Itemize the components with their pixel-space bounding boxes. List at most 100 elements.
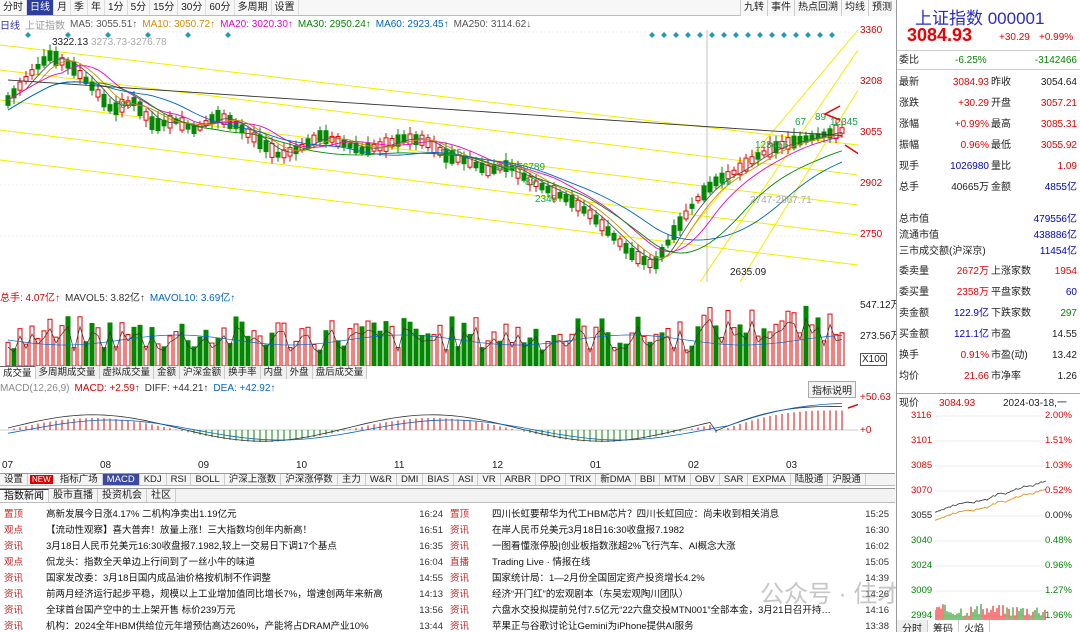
news-title[interactable]: 【流动性观察】喜大普奔！放量上涨！三大指数均创年内新高！: [46, 525, 313, 536]
news-item[interactable]: 资讯 经济“开门红”的宏观剧本（东吴宏观陶川团队） 14:26: [450, 587, 895, 603]
indicator-tab[interactable]: TRIX: [566, 474, 597, 485]
indicator-tab[interactable]: W&R: [366, 474, 397, 485]
news-item[interactable]: 置顶 四川长虹要帮华为代工HBM芯片？四川长虹回应：尚未收到相关消息 15:25: [450, 507, 895, 523]
indicator-tab[interactable]: 主力: [338, 474, 366, 485]
period-tab[interactable]: 年: [88, 0, 105, 15]
indicator-tab[interactable]: 设置: [0, 474, 29, 485]
news-item[interactable]: 资讯 国家发改委：3月18日国内成品油价格按机制不作调整 14:55: [4, 571, 449, 587]
news-title[interactable]: 国家统计局：1—2月份全国固定资产投资增长4.2%: [492, 573, 705, 584]
indicator-tab[interactable]: DMI: [397, 474, 424, 485]
news-title[interactable]: 侃龙头：指数全天单边上行间到了一丝小牛的味道: [46, 557, 256, 568]
news-title[interactable]: 前两月经济运行起步平稳，规模以上工业增加值同比增长7%，增速创两年来新高: [46, 589, 383, 600]
period-tab[interactable]: 30分: [178, 0, 207, 15]
news-title[interactable]: 四川长虹要帮华为代工HBM芯片？四川长虹回应：尚未收到相关消息: [492, 509, 780, 520]
volume-bar: [65, 316, 71, 366]
tool-button[interactable]: 热点回溯: [794, 0, 841, 16]
news-title[interactable]: 苹果正与谷歌讨论让Gemini为iPhone提供AI服务: [492, 621, 694, 632]
indicator-tab[interactable]: EXPMA: [748, 474, 791, 485]
news-tab[interactable]: 社区: [147, 489, 176, 502]
quote-bottom-tab[interactable]: 分时: [897, 620, 928, 632]
indicator-tab[interactable]: VR: [478, 474, 501, 485]
volume-tab[interactable]: 成交量: [0, 366, 36, 379]
volume-tab[interactable]: 沪深金额: [180, 366, 226, 379]
period-tab[interactable]: 日线: [27, 0, 54, 15]
intraday-pct-label: 1.27%: [1045, 585, 1072, 596]
indicator-tab[interactable]: MTM: [660, 474, 691, 485]
intraday-chart[interactable]: [935, 412, 1047, 620]
volume-chart[interactable]: [0, 300, 858, 366]
quote-bottom-tab[interactable]: 筹码: [928, 620, 959, 632]
indicator-tab[interactable]: SAR: [720, 474, 749, 485]
news-title[interactable]: 六盘水交投拟提前兑付7.5亿元“22六盘交投MTN001”全部本金，3月21日召…: [492, 605, 831, 616]
indicator-tab[interactable]: 指标广场: [56, 474, 103, 485]
quote-bottom-tab[interactable]: 火焰: [959, 620, 990, 632]
period-tab[interactable]: 月: [54, 0, 71, 15]
period-tab[interactable]: 季: [71, 0, 88, 15]
volume-tab[interactable]: 盘后成交量: [312, 366, 368, 379]
indicator-tab[interactable]: BIAS: [423, 474, 455, 485]
news-title[interactable]: 国家发改委：3月18日国内成品油价格按机制不作调整: [46, 573, 271, 584]
news-item[interactable]: 资讯 在岸人民币兑美元3月18日16:30收盘报7.1982 16:30: [450, 523, 895, 539]
indicator-tab[interactable]: 新DMA: [596, 474, 636, 485]
news-title[interactable]: 在岸人民币兑美元3月18日16:30收盘报7.1982: [492, 525, 685, 536]
indicator-tab[interactable]: BOLL: [191, 474, 225, 485]
tool-button[interactable]: 预测: [868, 0, 895, 16]
indicator-tab[interactable]: RSI: [167, 474, 192, 485]
market-cap-row: 总市值 479556亿: [897, 212, 1080, 228]
volume-tab[interactable]: 金额: [154, 366, 181, 379]
news-tab[interactable]: 投资机会: [98, 489, 147, 502]
indicator-tab[interactable]: KDJ: [140, 474, 167, 485]
news-item[interactable]: 资讯 前两月经济运行起步平稳，规模以上工业增加值同比增长7%，增速创两年来新高 14…: [4, 587, 449, 603]
period-tab[interactable]: 设置: [272, 0, 299, 15]
tool-button[interactable]: 均线: [841, 0, 868, 16]
indicator-tab[interactable]: OBV: [691, 474, 720, 485]
indicator-help-button[interactable]: 指标说明: [808, 381, 856, 398]
volume-tab[interactable]: 换手率: [225, 366, 261, 379]
indicator-tab[interactable]: DPO: [536, 474, 566, 485]
news-title[interactable]: 机构：2024全年HBM供给位元年增预估高达260%，产能将占DRAM产业10%: [46, 621, 369, 632]
volume-tab[interactable]: 多周期成交量: [35, 366, 100, 379]
news-title[interactable]: 全球首台国产空中的士上架开售 标价239万元: [46, 605, 236, 616]
period-tab[interactable]: 5分: [128, 0, 151, 15]
volume-tab[interactable]: 内盘: [260, 366, 287, 379]
news-item[interactable]: 观点 侃龙头：指数全天单边上行间到了一丝小牛的味道 16:04: [4, 555, 449, 571]
news-item[interactable]: 直播 Trading Live · 情报在线 15:05: [450, 555, 895, 571]
kline-chart[interactable]: 7892345891234567892345891234566789123456: [0, 30, 858, 282]
macd-chart[interactable]: [0, 393, 858, 459]
news-item[interactable]: 观点 【流动性观察】喜大普奔！放量上涨！三大指数均创年内新高！ 16:51: [4, 523, 449, 539]
news-item[interactable]: 资讯 一图看懂涨停股|创业板指数涨超2%飞行汽车、AI概念大涨 16:02: [450, 539, 895, 555]
period-tab[interactable]: 60分: [206, 0, 235, 15]
period-tab[interactable]: 多周期: [235, 0, 272, 15]
news-item[interactable]: 资讯 苹果正与谷歌讨论让Gemini为iPhone提供AI服务 13:38: [450, 619, 895, 632]
news-item[interactable]: 资讯 国家统计局：1—2月份全国固定资产投资增长4.2% 14:39: [450, 571, 895, 587]
news-tag: 资讯: [450, 605, 470, 616]
news-item[interactable]: 资讯 机构：2024全年HBM供给位元年增预估高达260%，产能将占DRAM产业1…: [4, 619, 449, 632]
news-title[interactable]: 高新发展今日涨4.17% 二机构净卖出1.19亿元: [46, 509, 237, 520]
volume-tab[interactable]: 虚拟成交量: [99, 366, 155, 379]
indicator-tab[interactable]: 沪深涨停数: [281, 474, 338, 485]
indicator-tab[interactable]: MACD: [102, 474, 140, 485]
tool-button[interactable]: 事件: [767, 0, 794, 16]
period-tab[interactable]: 分时: [0, 0, 27, 15]
news-title[interactable]: Trading Live · 情报在线: [492, 557, 591, 568]
news-item[interactable]: 资讯 六盘水交投拟提前兑付7.5亿元“22六盘交投MTN001”全部本金，3月21…: [450, 603, 895, 619]
indicator-tab[interactable]: ASI: [454, 474, 479, 485]
news-item[interactable]: 资讯 全球首台国产空中的士上架开售 标价239万元 13:56: [4, 603, 449, 619]
news-title[interactable]: 3月18日人民币兑美元16:30收盘报7.1982,较上一交易日下调17个基点: [46, 541, 337, 552]
news-title[interactable]: 经济“开门红”的宏观剧本（东吴宏观陶川团队）: [492, 589, 689, 600]
news-item[interactable]: 置顶 高新发展今日涨4.17% 二机构净卖出1.19亿元 16:24: [4, 507, 449, 523]
indicator-tab[interactable]: BBI: [636, 474, 661, 485]
indicator-tab[interactable]: ARBR: [501, 474, 536, 485]
period-tab[interactable]: 15分: [150, 0, 179, 15]
news-tab[interactable]: 指数新闻: [0, 489, 49, 502]
news-tab[interactable]: 股市直播: [49, 489, 98, 502]
indicator-tab[interactable]: 沪深上涨数: [225, 474, 282, 485]
indicator-tab[interactable]: 沪股通: [828, 474, 866, 485]
period-tab[interactable]: 1分: [105, 0, 128, 15]
tool-button[interactable]: 九转: [740, 0, 767, 16]
news-item[interactable]: 资讯 3月18日人民币兑美元16:30收盘报7.1982,较上一交易日下调17个基…: [4, 539, 449, 555]
news-title[interactable]: 一图看懂涨停股|创业板指数涨超2%飞行汽车、AI概念大涨: [492, 541, 736, 552]
indicator-tab[interactable]: NEW: [30, 475, 54, 484]
indicator-tab[interactable]: 陆股通: [791, 474, 829, 485]
volume-tab[interactable]: 外盘: [286, 366, 313, 379]
